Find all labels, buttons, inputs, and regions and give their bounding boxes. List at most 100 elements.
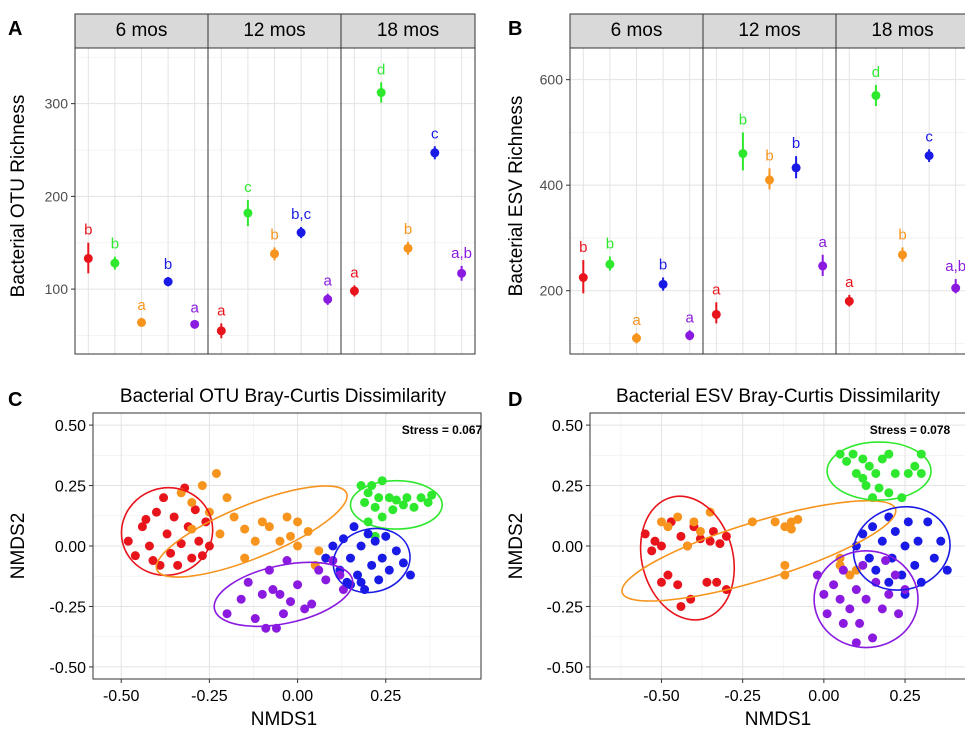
panel-b-group-letter: a: [712, 281, 721, 298]
panel-d-point: [897, 570, 907, 580]
panel-c-point: [197, 481, 207, 491]
panel-d-y-tick-label: 0.00: [552, 539, 583, 556]
panel-b-y-tick-label: 400: [540, 177, 564, 193]
panel-a-strip: [74, 13, 209, 49]
panel-a-point: [190, 319, 200, 329]
panel-c-point: [148, 556, 158, 566]
panel-d-ellipse: [621, 499, 897, 602]
panel-c-point: [349, 522, 359, 532]
panel-c-point: [159, 493, 169, 503]
panel-c-point: [123, 536, 133, 546]
panel-c-point: [370, 536, 380, 546]
panel-d-point: [673, 580, 683, 590]
panel-d-point: [858, 560, 868, 570]
panel-a-point: [296, 228, 306, 238]
panel-a-point: [243, 208, 253, 218]
panel-c-point: [162, 529, 172, 539]
panel-b-facet-frame: [835, 47, 965, 355]
panel-label-d: D: [508, 389, 522, 411]
panel-b-group-letter: a: [845, 274, 854, 291]
panel-c-point: [236, 594, 246, 604]
panel-d-ellipse: [639, 495, 736, 621]
panel-a-facet-frame: [340, 47, 476, 355]
panel-c-y-tick-label: 0.50: [55, 418, 86, 435]
panel-c-point: [240, 553, 250, 563]
panel-d-ellipse: [852, 505, 951, 591]
panel-d-point: [877, 536, 887, 546]
panel-d-point: [877, 604, 887, 614]
panel-d-point: [656, 517, 666, 527]
panel-c-point: [377, 553, 387, 563]
panel-d-point: [884, 449, 894, 459]
panel-a-strips: 6 mos 12 mos 18 mos: [74, 13, 476, 49]
panel-c-x-tick-label: -0.50: [103, 688, 140, 705]
panel-a-grid: [75, 48, 475, 354]
panel-label-a: A: [8, 18, 22, 40]
panel-a-strip-label: 18 mos: [377, 20, 439, 41]
panel-c-point: [409, 502, 419, 512]
panel-c-point: [293, 541, 303, 551]
panel-c-point: [173, 560, 183, 570]
panel-c-point: [194, 536, 204, 546]
panel-d-point: [871, 468, 881, 478]
panel-c-point: [328, 541, 338, 551]
panel-c-point: [166, 548, 176, 558]
panel-d-point: [838, 618, 848, 628]
panel-c-point: [381, 531, 391, 541]
panel-c-point: [391, 495, 401, 505]
panel-a-group-letter: b: [270, 226, 278, 243]
panel-d-point: [842, 456, 852, 466]
panel-c-point: [190, 505, 200, 515]
panel-d-point: [770, 517, 780, 527]
panel-c: Bacterial OTU Bray-Curtis Dissimilarity …: [8, 386, 483, 730]
panel-b-point: [658, 279, 668, 289]
panel-a-point: [83, 253, 93, 263]
panel-c-x-tick-label: -0.25: [191, 688, 228, 705]
panel-d-title: Bacterial ESV Bray-Curtis Dissimilarity: [616, 386, 941, 407]
panel-d-point: [884, 589, 894, 599]
panel-d-y-tick-label: -0.25: [547, 599, 584, 616]
panel-b-point: [951, 283, 961, 293]
panel-b-point: [738, 149, 748, 159]
panel-c-point: [137, 522, 147, 532]
panel-d-point: [663, 522, 673, 532]
panel-c-point: [275, 589, 285, 599]
panel-d-ellipse: [826, 441, 932, 501]
panel-c-point: [391, 546, 401, 556]
panel-c-point: [405, 570, 415, 580]
panel-c-point: [374, 493, 384, 503]
panel-d-point: [647, 546, 657, 556]
panel-d-point: [894, 609, 904, 619]
panel-c-point: [144, 541, 154, 551]
panel-a-strip-label: 6 mos: [116, 20, 168, 41]
panel-c-y-axis-label: NMDS2: [8, 513, 29, 580]
panel-b-y-axis-label: Bacterial ESV Richness: [506, 96, 527, 297]
panel-d-point: [910, 560, 920, 570]
panel-b-group-letter: a: [686, 309, 695, 326]
panel-b-y-ticks: 200 400 600: [540, 72, 570, 299]
panel-c-point: [363, 529, 373, 539]
panel-d-point: [861, 594, 871, 604]
panel-d-point: [874, 483, 884, 493]
panel-label-b: B: [508, 18, 522, 40]
panel-d-x-tick-label: 0.00: [808, 688, 839, 705]
panel-d-point: [838, 565, 848, 575]
panel-a-point: [376, 88, 386, 98]
panel-c-point: [250, 614, 260, 624]
panel-a-group-letter: a,b: [451, 245, 472, 262]
panel-a-y-tick-label: 100: [45, 281, 69, 297]
panel-b-group-letter: a: [632, 312, 641, 329]
panel-d-point: [695, 526, 705, 536]
panel-c-ellipse: [213, 561, 354, 628]
panel-d-point: [903, 517, 913, 527]
panel-c-point: [211, 468, 221, 478]
panel-c-ellipse: [120, 486, 214, 577]
panel-b-point: [818, 261, 828, 271]
panel-c-point: [257, 517, 267, 527]
panel-label-c: C: [8, 389, 22, 411]
panel-d-point: [855, 618, 865, 628]
panel-b-group-letter: b: [579, 239, 587, 256]
panel-c-point: [286, 597, 296, 607]
panel-b-grid: [570, 48, 965, 354]
